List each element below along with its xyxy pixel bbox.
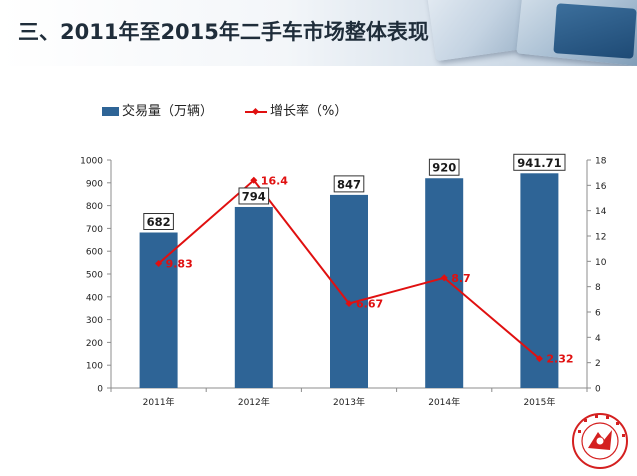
page-title: 三、2011年至2015年二手车市场整体表现: [18, 20, 429, 44]
association-seal-icon: [572, 413, 628, 469]
growth-value-label: 8.7: [451, 272, 471, 285]
x-tick-label: 2013年: [333, 396, 365, 408]
y-tick-label-left: 600: [86, 248, 103, 258]
y-tick-label-left: 0: [97, 385, 103, 395]
bar-value-label: 941.71: [517, 156, 561, 170]
y-tick-label-right: 4: [595, 334, 601, 344]
legend-label-volume: 交易量（万辆）: [122, 104, 214, 119]
x-tick-label: 2014年: [428, 396, 460, 408]
y-tick-label-right: 16: [595, 182, 607, 192]
bar: [520, 173, 559, 388]
y-tick-label-left: 1000: [80, 157, 103, 167]
y-tick-label-right: 10: [595, 258, 607, 268]
y-tick-label-right: 0: [595, 385, 601, 395]
growth-point: [155, 259, 163, 268]
legend-swatch-line: [245, 106, 267, 118]
growth-point: [535, 355, 543, 363]
growth-point: [250, 176, 258, 184]
y-tick-label-left: 300: [86, 316, 103, 326]
bar-value-label: 794: [242, 189, 266, 203]
bar: [234, 206, 273, 388]
x-tick-label: 2015年: [523, 396, 555, 408]
bar: [330, 194, 368, 388]
bar-value-label: 682: [147, 215, 171, 229]
bar-value-box: [333, 175, 365, 193]
growth-point: [440, 274, 448, 282]
legend-label-growth: 增长率（%）: [270, 104, 348, 119]
y-tick-label-left: 700: [86, 225, 103, 235]
growth-point: [345, 299, 353, 308]
legend-swatch-bar: [102, 107, 119, 116]
y-tick-label-right: 18: [595, 157, 607, 167]
x-tick-label: 2011年: [143, 396, 175, 408]
bar: [425, 178, 464, 388]
y-tick-label-right: 14: [595, 207, 607, 217]
y-tick-label-left: 100: [86, 362, 103, 372]
y-tick-label-left: 500: [86, 271, 103, 281]
growth-value-label: 6.67: [356, 298, 383, 311]
bar-value-box: [143, 213, 174, 231]
y-tick-label-right: 2: [595, 359, 601, 369]
y-tick-label-left: 900: [86, 179, 103, 189]
y-tick-label-right: 6: [595, 309, 601, 319]
y-tick-label-right: 8: [595, 283, 601, 293]
growth-value-label: 2.32: [546, 353, 573, 366]
growth-value-label: 16.4: [261, 174, 288, 187]
header-banner: 三、2011年至2015年二手车市场整体表现: [0, 0, 637, 66]
x-tick-label: 2012年: [238, 396, 270, 408]
bar-value-box: [238, 187, 270, 205]
y-tick-label-right: 12: [595, 233, 606, 243]
legend-item-growth: 增长率（%）: [245, 100, 347, 119]
bar-value-label: 847: [337, 177, 361, 191]
bar-value-box: [428, 158, 460, 176]
y-tick-label-left: 200: [86, 339, 103, 349]
bar: [139, 232, 178, 388]
bar-value-box: [513, 153, 566, 171]
growth-value-label: 9.83: [166, 257, 193, 270]
bar-value-label: 920: [432, 161, 456, 175]
y-tick-label-left: 800: [86, 202, 103, 212]
y-tick-label-left: 400: [86, 293, 103, 303]
legend-item-volume: 交易量（万辆）: [102, 100, 213, 119]
